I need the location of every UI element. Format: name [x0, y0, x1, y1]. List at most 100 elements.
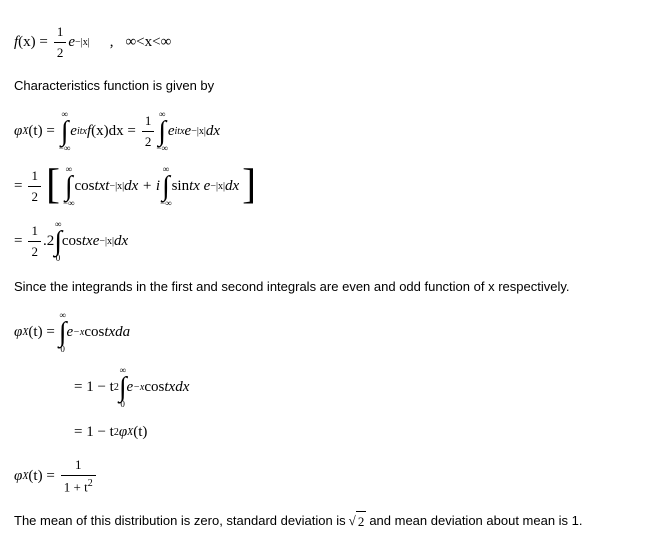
frac-den: 2: [54, 42, 67, 63]
dx: dx: [114, 230, 128, 253]
den-sq: 2: [88, 478, 93, 489]
sup-negx: −x: [133, 380, 144, 395]
arg-x: (x) =: [18, 31, 48, 54]
txdx: txdx: [164, 376, 189, 399]
var-e3: e: [185, 120, 192, 143]
txe: tx e: [189, 175, 210, 198]
den-pre: 1 + t: [64, 479, 88, 494]
sup-itx1: itx: [77, 124, 87, 139]
integral-2: ∞ ∫ −∞: [156, 110, 168, 153]
cos: cos: [144, 376, 164, 399]
sup-negx: −x: [73, 325, 84, 340]
range-minf: ∞: [125, 31, 136, 54]
integral-1: ∞ ∫ −∞: [59, 110, 71, 153]
frac-num: 1: [28, 166, 41, 186]
frac-num: 1: [72, 455, 85, 475]
dot2: .2: [43, 230, 54, 253]
exp-sup: −|x|: [75, 35, 90, 50]
f-arg: (x)dx =: [91, 120, 136, 143]
prose-conclusion: The mean of this distribution is zero, s…: [14, 511, 649, 532]
dx2: dx: [225, 175, 239, 198]
cos: cos: [74, 175, 94, 198]
int-symbol: ∫: [65, 174, 73, 199]
int-symbol: ∫: [61, 119, 69, 144]
comma: ,: [110, 31, 114, 54]
dx: dx: [206, 120, 220, 143]
var-phi: φ: [119, 421, 127, 444]
range-inf: ∞: [161, 31, 172, 54]
equation-phi5: = 1 − t 2 ∞ ∫ 0 e −x cos txdx: [74, 366, 649, 409]
int-bot: 0: [120, 400, 125, 409]
frac-den: 2: [28, 241, 41, 262]
frac-den: 2: [28, 186, 41, 207]
frac-num: 1: [28, 221, 41, 241]
range-lt: <x<: [136, 31, 160, 54]
equation-phi-final: φ X (t) = 1 1 + t2: [14, 455, 649, 496]
frac-result: 1 1 + t2: [61, 455, 96, 496]
sup-absx: −|x|: [99, 234, 114, 249]
pre: = 1 − t: [74, 376, 114, 399]
eq: =: [14, 230, 22, 253]
sin: sin: [172, 175, 190, 198]
sqrt-val: 2: [356, 511, 367, 532]
prose-part1: The mean of this distribution is zero, s…: [14, 511, 346, 531]
equation-phi3: = 1 2 .2 ∞ ∫ 0 cos txe −|x| dx: [14, 220, 649, 263]
prose-integrands: Since the integrands in the first and se…: [14, 277, 649, 297]
int-bot: −∞: [156, 144, 168, 153]
frac-half: 1 2: [28, 221, 41, 261]
int-bot: −∞: [63, 199, 75, 208]
sup-absx2: −|x|: [210, 179, 225, 194]
frac-half: 1 2: [28, 166, 41, 206]
integral: ∞ ∫ 0: [54, 220, 62, 263]
equation-phi1: φ X (t) = ∞ ∫ −∞ e itx f (x)dx = 1 2 ∞ ∫…: [14, 110, 649, 153]
equation-phi4: φ X (t) = ∞ ∫ 0 e −x cos txda: [14, 311, 649, 354]
arg-t: (t) =: [28, 321, 54, 344]
var-e: e: [66, 321, 73, 344]
int-bot: 0: [60, 345, 65, 354]
cos: cos: [62, 230, 82, 253]
frac-den: 2: [142, 131, 155, 152]
integral: ∞ ∫ 0: [59, 311, 67, 354]
integral-sin: ∞ ∫ −∞: [160, 165, 172, 208]
equation-fx: f (x) = 1 2 e −|x| , ∞ <x< ∞: [14, 22, 649, 62]
cos: cos: [84, 321, 104, 344]
frac-num: 1: [54, 22, 67, 42]
int-symbol: ∫: [162, 174, 170, 199]
int-bot: −∞: [59, 144, 71, 153]
dx-plus-i: dx + i: [124, 175, 160, 198]
txt: txt: [94, 175, 109, 198]
int-symbol: ∫: [158, 119, 166, 144]
frac-half2: 1 2: [142, 111, 155, 151]
sqrt-symbol: √: [349, 511, 356, 531]
arg-t: (t): [133, 421, 147, 444]
prose-char-func: Characteristics function is given by: [14, 76, 649, 96]
arg-t: (t) =: [28, 465, 54, 488]
prose-part2: and mean deviation about mean is 1.: [369, 511, 582, 531]
var-e2: e: [168, 120, 175, 143]
txda: txda: [104, 321, 130, 344]
equation-phi6: = 1 − t 2 φ X (t): [74, 421, 649, 444]
frac-num: 1: [142, 111, 155, 131]
bracket-left: [: [43, 169, 63, 203]
equation-phi2: = 1 2 [ ∞ ∫ −∞ cos txt −|x| dx + i ∞ ∫ −…: [14, 165, 649, 208]
frac-den: 1 + t2: [61, 475, 96, 497]
var-e: e: [127, 376, 134, 399]
var-e1: e: [70, 120, 77, 143]
bracket-right: ]: [239, 169, 259, 203]
eq: =: [14, 175, 22, 198]
arg-t: (t) =: [28, 120, 54, 143]
int-symbol: ∫: [59, 320, 67, 345]
int-bot: 0: [56, 254, 61, 263]
int-bot: −∞: [160, 199, 172, 208]
int-symbol: ∫: [119, 375, 127, 400]
sup-absx: −|x|: [191, 124, 206, 139]
integral-cos: ∞ ∫ −∞: [63, 165, 75, 208]
pre: = 1 − t: [74, 421, 114, 444]
var-e: e: [68, 31, 75, 54]
int-symbol: ∫: [54, 229, 62, 254]
frac-half: 1 2: [54, 22, 67, 62]
txe: txe: [82, 230, 99, 253]
sup-itx2: itx: [175, 124, 185, 139]
sup-absx1: −|x|: [109, 179, 124, 194]
integral: ∞ ∫ 0: [119, 366, 127, 409]
